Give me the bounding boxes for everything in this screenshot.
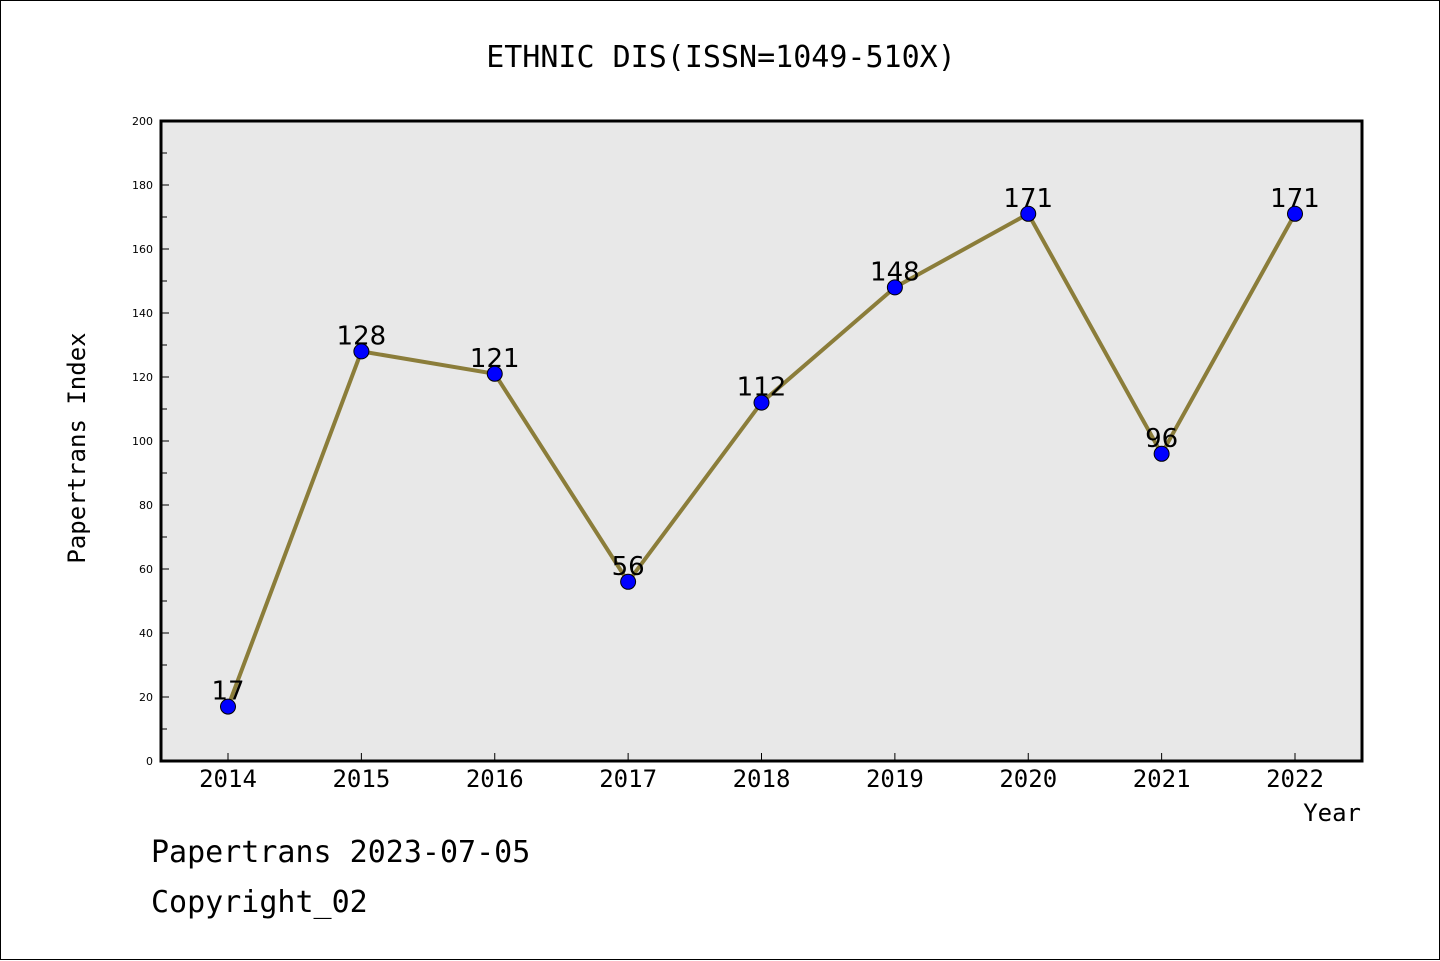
y-tick-label: 60 [139, 563, 153, 576]
chart-title: ETHNIC DIS(ISSN=1049-510X) [486, 40, 956, 75]
plot-area [159, 119, 1364, 763]
y-tick-label: 0 [146, 755, 153, 768]
y-tick-label: 140 [132, 307, 153, 320]
x-tick-label: 2018 [733, 765, 791, 793]
y-tick-label: 180 [132, 179, 153, 192]
y-tick-label: 200 [132, 115, 153, 128]
x-tick-label: 2017 [599, 765, 657, 793]
x-tick-label: 2014 [199, 765, 257, 793]
x-tick-label: 2021 [1133, 765, 1191, 793]
data-point [620, 573, 637, 590]
data-point [753, 394, 770, 411]
data-point [220, 698, 236, 715]
x-tick-label: 2016 [466, 765, 524, 793]
data-point [486, 365, 503, 382]
data-point [1020, 205, 1037, 222]
x-axis-label: Year [1303, 799, 1361, 827]
y-tick-label: 40 [139, 627, 153, 640]
data-point [1287, 205, 1303, 222]
x-tick-label: 2015 [332, 765, 390, 793]
y-tick-label: 80 [139, 499, 153, 512]
x-tick-label: 2020 [999, 765, 1057, 793]
y-axis-label: Papertrans Index [63, 332, 91, 563]
x-tick-label: 2022 [1266, 765, 1324, 793]
x-axis: 2014 2015 2016 2017 2018 2019 2020 2021 2022 [199, 753, 1324, 793]
data-point [1153, 445, 1170, 462]
data-point [886, 279, 903, 296]
y-tick-label: 100 [132, 435, 153, 448]
footer-date-line: Papertrans 2023-07-05 [151, 835, 531, 870]
data-point [353, 343, 370, 360]
y-tick-label: 160 [132, 243, 153, 256]
y-tick-label: 20 [139, 691, 153, 704]
y-axis: 0 20 40 60 80 100 120 140 160 180 200 [132, 115, 169, 768]
x-tick-label: 2019 [866, 765, 924, 793]
footer-copyright-line: Copyright_02 [151, 885, 368, 920]
y-tick-label: 120 [132, 371, 153, 384]
